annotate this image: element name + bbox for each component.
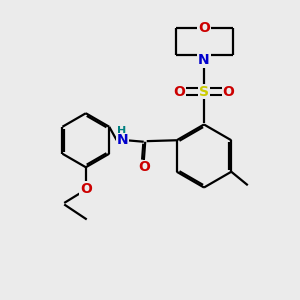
- Text: N: N: [116, 133, 128, 147]
- Text: O: O: [223, 85, 235, 98]
- Text: O: O: [173, 85, 185, 98]
- Text: O: O: [138, 160, 150, 174]
- Text: S: S: [199, 85, 209, 98]
- Text: H: H: [118, 126, 127, 136]
- Text: O: O: [80, 182, 92, 196]
- Text: O: O: [198, 21, 210, 34]
- Text: N: N: [198, 53, 210, 67]
